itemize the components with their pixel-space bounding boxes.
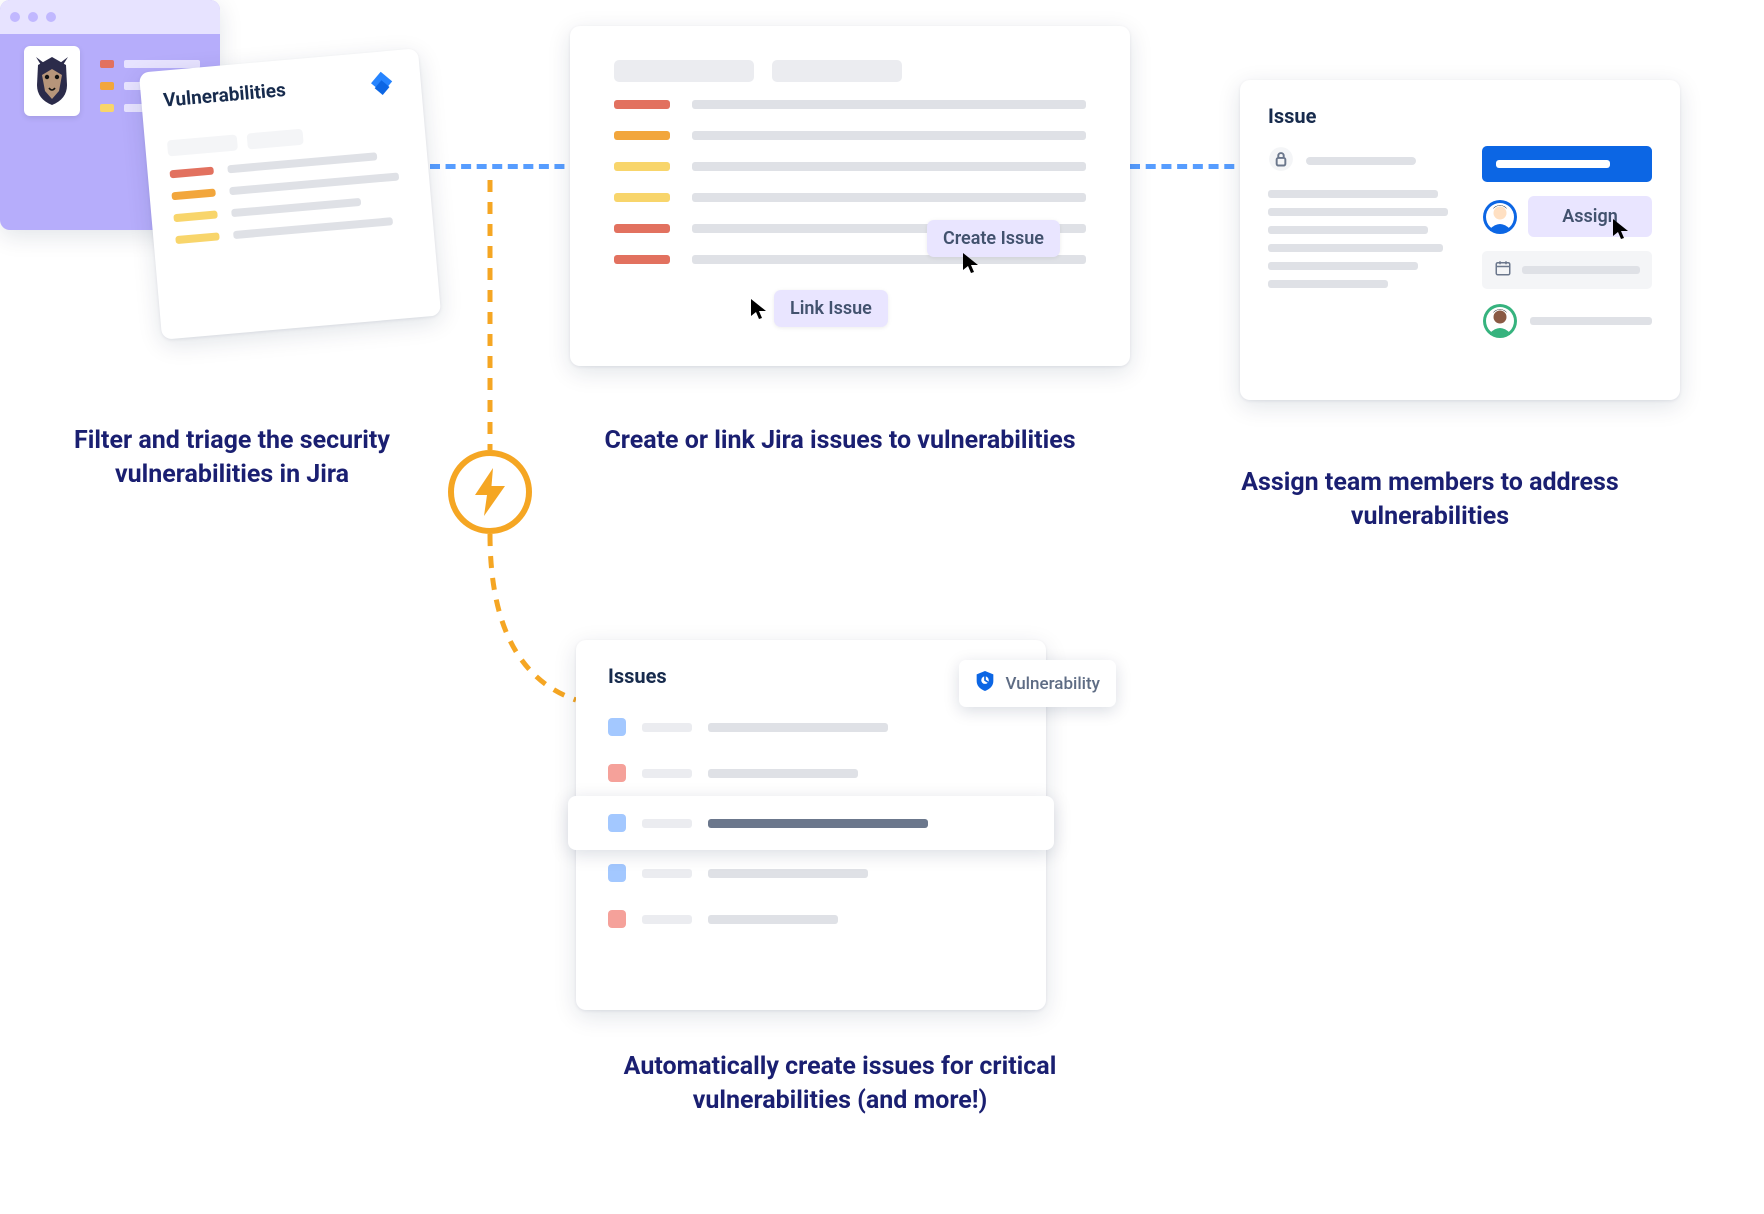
issue-row[interactable]: [568, 796, 1054, 850]
panel1-vulnerabilities-card: Vulnerabilities: [139, 48, 441, 339]
issue-row[interactable]: [576, 896, 1046, 942]
connector-blue-2: [1130, 164, 1250, 169]
caption-1: Filter and triage the security vulnerabi…: [52, 424, 412, 492]
connector-blue-1: [430, 164, 580, 169]
calendar-icon: [1494, 259, 1512, 281]
date-field[interactable]: [1482, 251, 1652, 289]
vulnerability-tag-label: Vulnerability: [1005, 674, 1100, 694]
caption-4: Automatically create issues for critical…: [600, 1050, 1080, 1118]
cursor-icon: [1612, 218, 1630, 240]
create-issue-button[interactable]: Create Issue: [927, 220, 1060, 257]
panel2-tabs: [570, 26, 1130, 100]
panel3-assign-card: Issue Assign: [1240, 80, 1680, 400]
issue-row[interactable]: [576, 750, 1046, 796]
panel2-create-link-card: Create Issue Link Issue: [570, 26, 1130, 366]
avatar-1-icon: [1482, 199, 1518, 235]
primary-action-button[interactable]: [1482, 146, 1652, 182]
caption-2: Create or link Jira issues to vulnerabil…: [580, 424, 1100, 458]
issue-row[interactable]: [576, 850, 1046, 896]
panel3-paragraph: [1268, 190, 1458, 288]
panel4-issues-card: Issues Vulnerability: [576, 640, 1046, 1010]
avatar-2-icon: [1482, 303, 1518, 339]
panel4-rows: [576, 704, 1046, 942]
assign-button[interactable]: Assign: [1528, 196, 1652, 237]
cursor-icon: [962, 252, 980, 274]
link-issue-button[interactable]: Link Issue: [774, 290, 888, 327]
security-tool-logo-icon: [24, 46, 80, 116]
caption-3: Assign team members to address vulnerabi…: [1180, 466, 1680, 534]
shield-icon: [975, 670, 995, 697]
automation-bolt-icon: [448, 450, 532, 534]
panel1-title: Vulnerabilities: [162, 78, 286, 112]
panel3-title: Issue: [1268, 104, 1652, 128]
lock-icon: [1268, 146, 1294, 176]
cursor-icon: [750, 298, 768, 320]
issue-row[interactable]: [576, 704, 1046, 750]
browser-tabbar: [0, 0, 220, 34]
jira-logo-icon: [364, 68, 401, 109]
vulnerability-tag: Vulnerability: [959, 660, 1116, 707]
